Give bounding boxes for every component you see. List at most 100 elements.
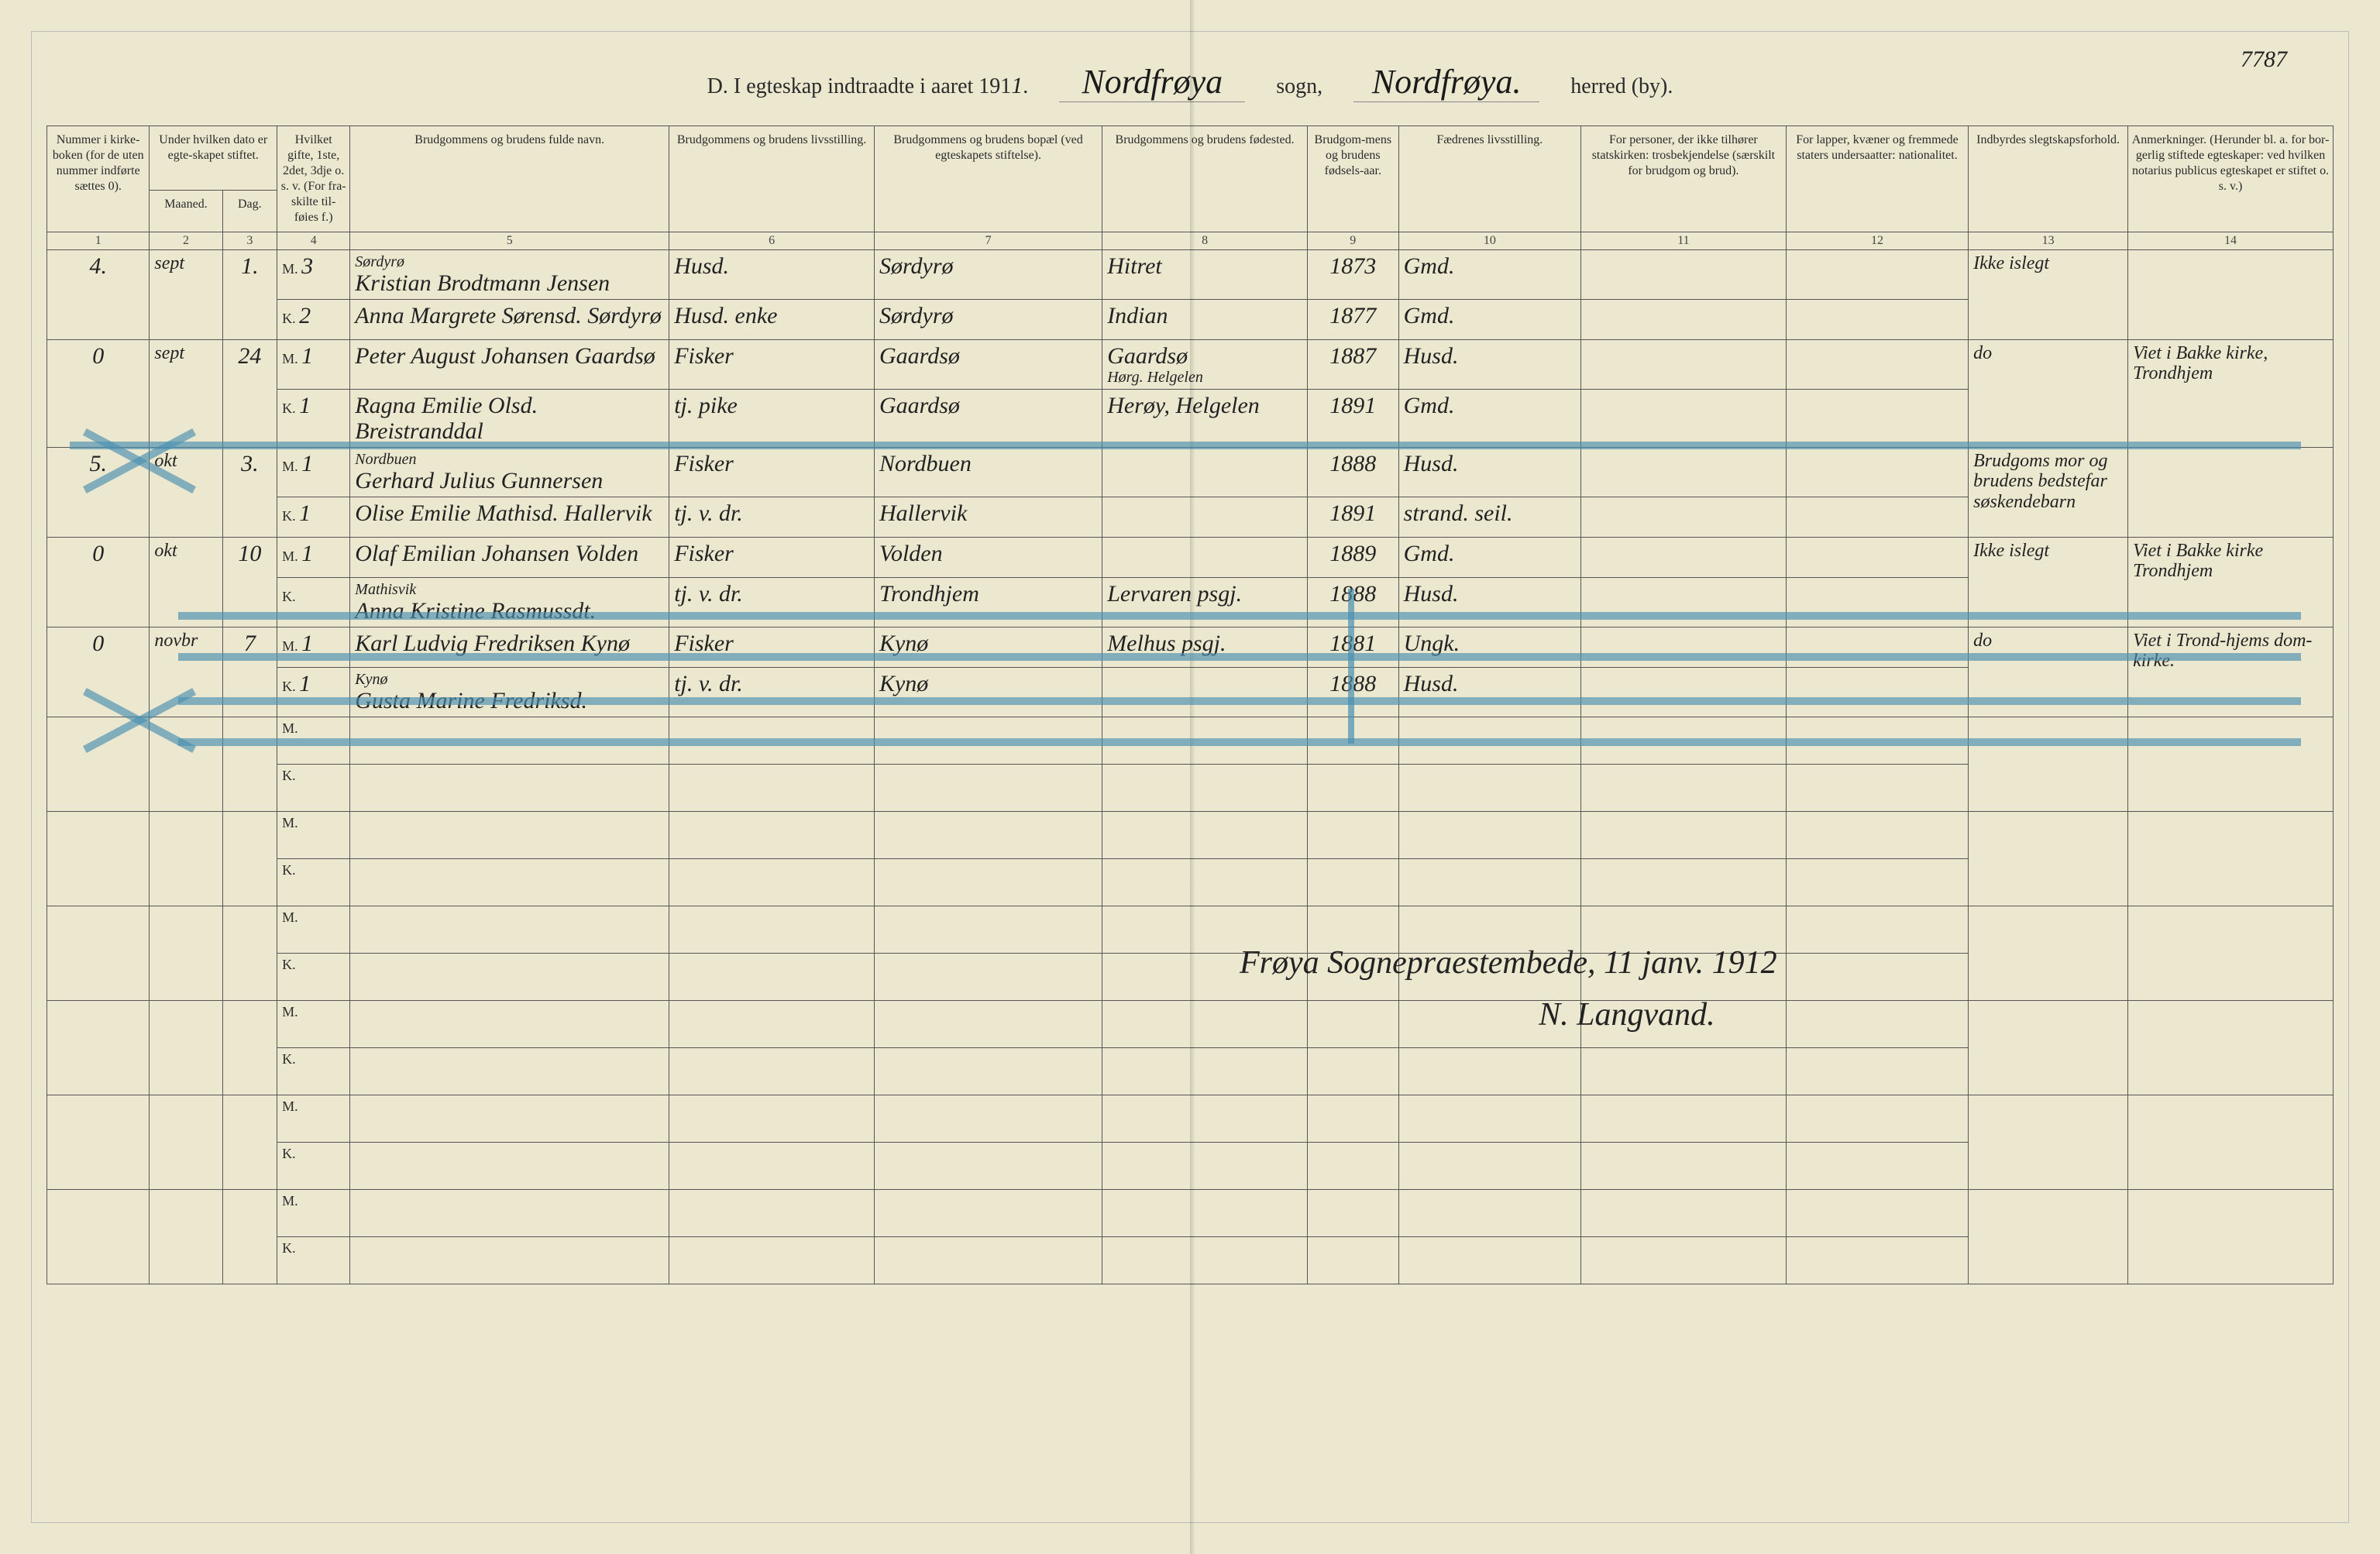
col-header: Under hvilken dato er egte-skapet stifte…	[150, 126, 277, 191]
cell	[1398, 765, 1580, 812]
page-number-annotation: 7787	[2241, 46, 2287, 72]
handwritten-text: 24	[238, 343, 261, 369]
cell: Fisker	[669, 538, 875, 578]
cell	[1786, 765, 1968, 812]
cell	[669, 859, 875, 906]
handwritten-text: 2	[299, 303, 311, 328]
cell	[874, 765, 1102, 812]
cell	[1398, 812, 1580, 859]
crayon-x-mark	[77, 670, 201, 763]
cell: M.	[277, 906, 350, 954]
mk-label: M.	[282, 1004, 298, 1020]
cell	[1102, 497, 1308, 538]
cell	[874, 859, 1102, 906]
cell	[874, 1190, 1102, 1237]
cell: tj. pike	[669, 390, 875, 448]
cell	[1581, 448, 1787, 497]
cell	[2128, 717, 2334, 812]
cell	[1102, 1048, 1308, 1095]
cell: M.	[277, 1190, 350, 1237]
herred-label: herred (by).	[1570, 74, 1673, 99]
cell	[47, 906, 150, 1001]
cell	[350, 1095, 669, 1143]
handwritten-text: Husd.	[1404, 343, 1459, 369]
signature-line-2: N. Langvand.	[1240, 989, 1777, 1041]
cell	[1786, 1095, 1968, 1143]
cell	[1786, 300, 1968, 340]
cell	[1786, 859, 1968, 906]
handwritten-text: Kristian Brodtmann Jensen	[355, 270, 610, 296]
cell	[2128, 1001, 2334, 1095]
cell	[2128, 448, 2334, 538]
sogn-value: Nordfrøya	[1059, 62, 1245, 102]
cell: K.	[277, 954, 350, 1001]
cell	[1307, 765, 1398, 812]
cell	[1786, 906, 1968, 954]
cell	[1398, 1048, 1580, 1095]
mk-label: M.	[282, 815, 298, 831]
handwritten-text: novbr	[154, 631, 198, 651]
cell: tj. v. dr.	[669, 497, 875, 538]
handwritten-text: 1873	[1329, 253, 1376, 279]
handwritten-text: do	[1973, 631, 1992, 651]
cell: Ikke islegt	[1969, 250, 2128, 340]
handwritten-text: Gmd.	[1404, 541, 1455, 566]
col-subheader: Dag.	[222, 191, 277, 232]
cell	[1398, 1095, 1580, 1143]
cell: 1891	[1307, 497, 1398, 538]
cell	[1398, 1190, 1580, 1237]
cell	[350, 1237, 669, 1284]
cell	[1786, 497, 1968, 538]
cell	[874, 1048, 1102, 1095]
cell	[2128, 1190, 2334, 1284]
cell	[1581, 340, 1787, 390]
cell	[1102, 538, 1308, 578]
handwritten-text: 1891	[1329, 500, 1376, 526]
handwritten-text: Nordbuen	[879, 451, 972, 476]
cell	[669, 906, 875, 954]
cell	[47, 1095, 150, 1190]
handwritten-text: Brudgoms mor og brudens bedstefar søsken…	[1973, 451, 2107, 512]
handwritten-text: Lervaren psgj.	[1107, 581, 1242, 607]
cell	[1581, 1237, 1787, 1284]
cell	[1581, 1190, 1787, 1237]
mk-label: M.	[282, 1098, 298, 1115]
cell: strand. seil.	[1398, 497, 1580, 538]
handwritten-text: 1	[299, 671, 311, 696]
cell: tj. v. dr.	[669, 668, 875, 717]
cell	[47, 812, 150, 906]
cell: Gmd.	[1398, 300, 1580, 340]
cell	[1786, 1190, 1968, 1237]
cell	[1581, 1143, 1787, 1190]
cell	[1969, 1095, 2128, 1190]
cell	[1581, 1048, 1787, 1095]
cell: 1.	[222, 250, 277, 340]
handwritten-text: Husd.	[1404, 581, 1459, 607]
cell	[669, 954, 875, 1001]
cell	[1786, 627, 1968, 668]
handwritten-text: Anna Margrete Sørensd. Sørdyrø	[355, 303, 662, 328]
handwritten-text: Fisker	[674, 541, 734, 566]
cell	[669, 1095, 875, 1143]
cell: Nordbuen	[874, 448, 1102, 497]
cell	[1307, 1095, 1398, 1143]
year-digit: 1	[1011, 73, 1023, 98]
cell	[1969, 906, 2128, 1001]
handwritten-text: Anna Kristine Rasmussdt.	[355, 598, 596, 624]
handwritten-text: tj. v. dr.	[674, 500, 743, 526]
cell	[150, 906, 222, 1001]
cell: K.	[277, 1048, 350, 1095]
cell	[874, 1095, 1102, 1143]
crayon-strike	[178, 612, 2301, 620]
superscript-place: Mathisvik	[355, 581, 664, 598]
cell: M. 3	[277, 250, 350, 300]
handwritten-text: Gmd.	[1404, 303, 1455, 328]
cell	[1307, 1190, 1398, 1237]
mk-label: K.	[282, 589, 296, 605]
cell: Husd.	[1398, 448, 1580, 497]
cell	[1102, 1143, 1308, 1190]
cell: Sørdyrø	[874, 250, 1102, 300]
handwritten-text: okt	[154, 541, 177, 561]
cell	[350, 954, 669, 1001]
handwritten-text: Kynø	[879, 671, 928, 696]
